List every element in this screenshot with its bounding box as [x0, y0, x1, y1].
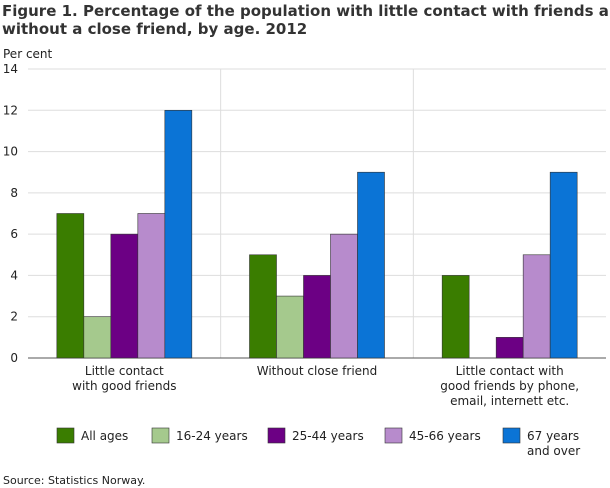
- bar: [522, 254, 551, 359]
- x-tick-label: Little contact with good friends: [72, 364, 176, 393]
- bar: [249, 254, 277, 359]
- source: Source: Statistics Norway.: [3, 474, 145, 487]
- legend-swatch: [384, 427, 403, 444]
- y-tick-label: 2: [10, 310, 18, 324]
- bar: [56, 213, 85, 359]
- legend-label: 45-66 years: [409, 429, 481, 443]
- legend-label: 67 years and over: [527, 429, 580, 458]
- bar: [110, 233, 139, 359]
- legend-swatch: [267, 427, 286, 444]
- bar: [83, 316, 112, 359]
- x-tick-label: Without close friend: [257, 364, 378, 378]
- bar: [549, 171, 578, 359]
- bar: [441, 275, 470, 359]
- y-tick-label: 10: [3, 145, 18, 159]
- legend-label: All ages: [81, 429, 128, 443]
- y-tick-label: 4: [10, 268, 18, 282]
- legend-swatch: [151, 427, 170, 444]
- y-tick-label: 12: [3, 103, 18, 117]
- y-tick-label: 8: [10, 186, 18, 200]
- legend-label: 25-44 years: [292, 429, 364, 443]
- y-tick-label: 14: [3, 62, 18, 76]
- bar: [276, 295, 304, 359]
- bar: [357, 171, 385, 359]
- chart-title: Figure 1. Percentage of the population w…: [2, 2, 610, 38]
- bar: [495, 337, 524, 359]
- y-tick-label: 0: [10, 351, 18, 365]
- bar: [303, 275, 331, 359]
- y-tick-label: 6: [10, 227, 18, 241]
- legend-swatch: [56, 427, 75, 444]
- bar: [164, 109, 193, 359]
- legend-swatch: [502, 427, 521, 444]
- x-tick-label: Little contact with good friends by phone…: [440, 364, 579, 408]
- bar: [330, 233, 358, 359]
- y-axis-label: Per cent: [3, 47, 53, 61]
- bar: [137, 213, 166, 359]
- legend-label: 16-24 years: [176, 429, 248, 443]
